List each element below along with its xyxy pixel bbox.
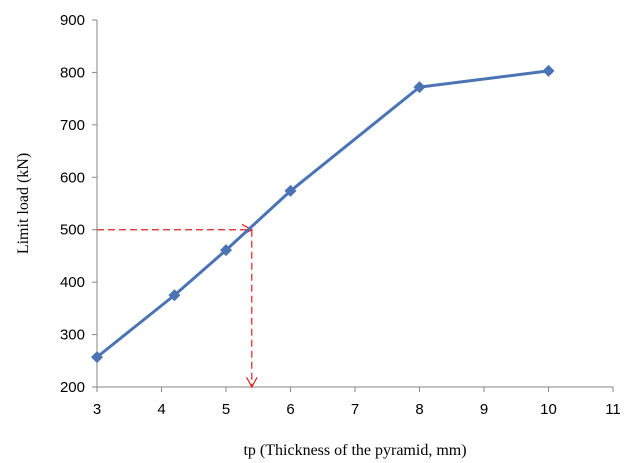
annotation-arrows [97,223,258,389]
x-axis-title: tp (Thickness of the pyramid, mm) [243,442,466,459]
y-axis-title: Limit load (kN) [15,153,32,254]
x-tick-label: 11 [605,401,621,418]
data-point-marker [542,64,555,77]
annotation-arrow-head [245,377,258,389]
data-point-marker [220,244,232,257]
y-tick-label: 400 [60,274,85,291]
x-tick-label: 5 [222,401,230,418]
series-layer [91,64,555,364]
data-point-marker [91,351,103,364]
y-tick-label: 800 [60,64,85,81]
data-point-marker [168,289,181,302]
x-tick-label: 4 [157,401,165,418]
y-tick-label: 900 [60,12,85,29]
y-tick-label: 600 [60,169,85,186]
y-tick-label: 700 [60,117,85,134]
x-tick-label: 8 [415,401,423,418]
series-line [96,69,549,359]
x-tick-label: 9 [480,401,488,418]
y-tick-label: 200 [60,379,85,396]
y-tick-label: 500 [60,222,85,239]
x-tick-label: 7 [351,401,359,418]
x-tick-label: 10 [540,401,557,418]
y-tick-label: 300 [60,327,85,344]
data-point-marker [284,184,297,197]
x-tick-label: 3 [93,401,101,418]
x-tick-label: 6 [286,401,294,418]
data-point-marker [413,81,426,94]
axes: 200 300 400 500 600 700 800 900 3 4 5 6 7 8 9 10 11 [60,12,621,418]
